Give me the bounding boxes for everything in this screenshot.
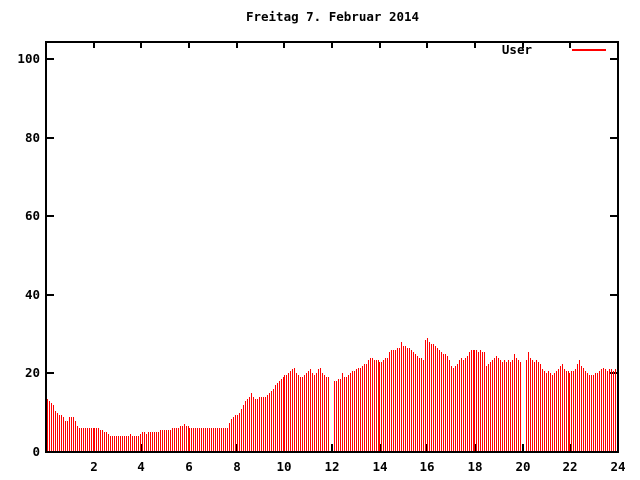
legend-line-sample-icon xyxy=(572,49,606,51)
y-tick-label: 60 xyxy=(25,208,40,223)
y-tick-label: 0 xyxy=(32,444,40,459)
chart-title: Freitag 7. Februar 2014 xyxy=(245,9,420,24)
x-tick-label: 4 xyxy=(137,459,145,474)
x-tick-label: 8 xyxy=(233,459,241,474)
y-tick-label: 20 xyxy=(25,365,40,380)
y-tick-label: 100 xyxy=(17,51,40,66)
legend-label-user: User xyxy=(501,42,532,57)
x-tick-label: 22 xyxy=(562,459,577,474)
x-tick-label: 14 xyxy=(372,459,387,474)
x-tick-label: 24 xyxy=(610,459,625,474)
x-tick-label: 2 xyxy=(90,459,98,474)
x-tick-label: 18 xyxy=(467,459,482,474)
x-tick-label: 12 xyxy=(324,459,339,474)
x-tick-label: 20 xyxy=(515,459,530,474)
y-tick-label: 40 xyxy=(25,287,40,302)
x-tick-label: 16 xyxy=(419,459,434,474)
x-tick-label: 6 xyxy=(185,459,193,474)
plot-border xyxy=(45,41,619,453)
legend: User xyxy=(0,43,606,57)
y-tick-label: 80 xyxy=(25,130,40,145)
x-tick-label: 10 xyxy=(276,459,291,474)
user-series-bars xyxy=(47,338,616,451)
